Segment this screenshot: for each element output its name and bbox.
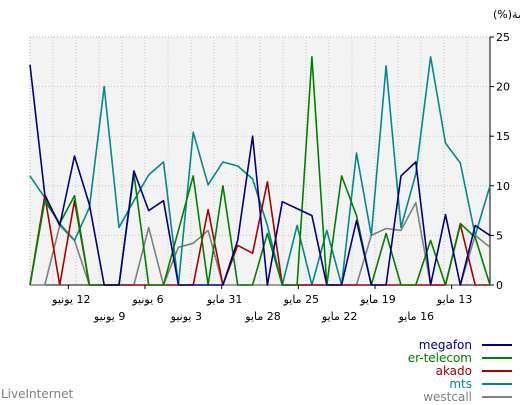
y-tick-label: 5 [496,229,503,242]
x-tick-label: 13 مايو [436,293,472,306]
x-tick-label: 22 مايو [321,310,357,323]
x-tick-label: 6 يونيو [131,293,163,306]
y-tick-label: 10 [496,180,510,193]
x-tick-label: 16 مايو [398,310,434,323]
x-tick-label: 31 مايو [206,293,242,306]
legend-label-er-telecom: er-telecom [408,351,472,365]
x-tick-label: 12 يونيو [51,293,90,306]
x-tick-label: 19 مايو [359,293,395,306]
x-tick-label: 9 يونيو [93,310,125,323]
legend-label-megafon: megafon [419,338,472,352]
y-tick-label: 25 [496,31,510,44]
x-tick-label: 28 مايو [244,310,280,323]
x-tick-label: 3 يونيو [170,310,202,323]
y-axis: 0 5 10 15 20 25 [490,31,510,292]
y-tick-label: 15 [496,130,510,143]
x-tick-label: 25 مايو [283,293,319,306]
series-line-mts [29,55,491,286]
y-tick-label: 20 [496,81,510,94]
legend-label-akado: akado [436,364,472,378]
legend-label-westcall: westcall [423,390,472,404]
y-axis-title: الحصة(%) [493,8,520,21]
x-axis: 12 يونيو 6 يونيو 31 مايو 25 مايو 19 مايو 13 م… [51,285,472,323]
series-layer [29,55,491,286]
series-line-megafon [29,64,491,286]
legend-label-mts: mts [449,377,472,391]
brand-logo-text: LiveInternet [1,387,73,401]
y-tick-label: 0 [496,279,503,292]
